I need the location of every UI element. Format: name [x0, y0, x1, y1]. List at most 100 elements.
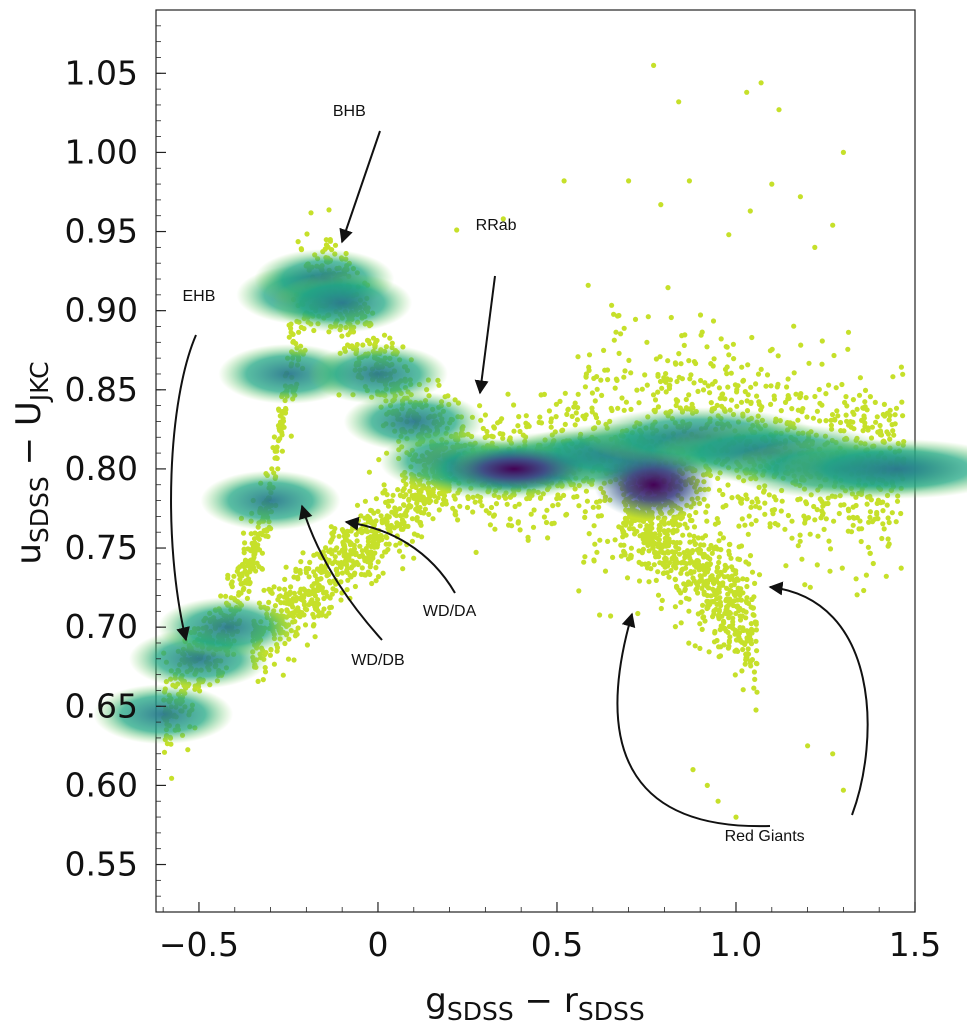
data-point	[726, 541, 733, 548]
data-point	[692, 643, 698, 649]
data-point	[574, 417, 581, 423]
data-point	[286, 601, 292, 607]
data-point	[384, 492, 390, 498]
data-point	[671, 563, 677, 569]
data-point	[700, 602, 706, 608]
data-point	[744, 638, 750, 644]
data-point	[622, 550, 628, 556]
data-point	[812, 517, 818, 523]
data-point	[666, 383, 672, 389]
data-point	[686, 178, 693, 184]
data-point	[730, 622, 736, 628]
data-point	[405, 523, 411, 530]
data-point	[877, 428, 884, 434]
data-point	[291, 610, 297, 616]
data-point	[717, 599, 724, 606]
data-point	[768, 383, 774, 389]
data-point	[704, 592, 711, 599]
data-point	[504, 501, 510, 507]
ehb-arrow	[170, 334, 197, 642]
data-point	[363, 526, 369, 532]
data-point	[840, 787, 847, 793]
data-point	[742, 661, 748, 667]
data-point	[400, 566, 406, 572]
data-point	[594, 549, 600, 555]
data-point	[867, 509, 874, 515]
data-point	[691, 533, 697, 540]
data-point	[586, 531, 592, 537]
y-tick-label: 1.00	[65, 132, 138, 171]
data-point	[564, 411, 570, 417]
data-point	[646, 527, 652, 533]
data-point	[231, 573, 237, 579]
density-blob	[200, 470, 341, 531]
data-point	[854, 406, 860, 412]
data-point	[735, 585, 741, 591]
density-overlay	[93, 249, 967, 745]
data-point	[375, 559, 381, 565]
data-point	[510, 402, 517, 408]
data-point	[296, 329, 302, 335]
data-point	[747, 553, 754, 559]
data-point	[644, 339, 650, 345]
data-point	[845, 506, 852, 512]
data-point	[332, 554, 338, 560]
data-point	[718, 336, 724, 342]
data-point	[618, 542, 624, 548]
data-point	[655, 389, 661, 395]
data-point	[366, 338, 372, 344]
data-point	[275, 466, 281, 472]
data-point	[656, 526, 662, 532]
data-point	[695, 535, 701, 541]
data-point	[702, 380, 708, 386]
data-point	[715, 798, 721, 804]
data-point	[679, 376, 686, 382]
data-point	[744, 595, 750, 601]
data-point	[548, 419, 554, 425]
data-point	[898, 510, 904, 517]
data-point	[698, 332, 704, 338]
data-point	[386, 541, 392, 547]
data-point	[841, 502, 847, 508]
data-point	[724, 604, 730, 610]
data-point	[488, 504, 495, 511]
data-point	[725, 482, 731, 488]
data-point	[301, 586, 307, 592]
data-point	[733, 568, 739, 574]
data-point	[541, 514, 548, 520]
data-point	[507, 516, 513, 522]
data-point	[282, 586, 288, 592]
data-point	[717, 531, 723, 537]
data-point	[810, 415, 817, 421]
data-point	[544, 507, 550, 513]
data-point	[762, 500, 768, 506]
data-point	[668, 567, 674, 574]
data-point	[867, 514, 873, 521]
data-point	[338, 597, 344, 603]
data-point	[278, 600, 284, 606]
data-point	[589, 405, 595, 411]
x-title-r: r	[564, 981, 578, 1021]
data-point	[727, 634, 733, 640]
data-point	[344, 587, 350, 593]
data-point	[592, 398, 598, 404]
data-point	[836, 510, 842, 517]
data-point	[678, 620, 684, 626]
data-point	[280, 672, 286, 678]
data-point	[538, 392, 544, 398]
data-point	[850, 409, 856, 415]
y-title-minus: −	[9, 426, 49, 476]
data-point	[868, 497, 875, 503]
data-point	[874, 511, 880, 517]
data-point	[386, 514, 392, 520]
data-point	[791, 323, 797, 329]
data-point	[426, 511, 432, 517]
data-point	[483, 508, 489, 514]
data-point	[798, 342, 804, 348]
data-point	[742, 522, 748, 528]
x-title-sub1: SDSS	[447, 997, 514, 1024]
data-point	[665, 549, 671, 555]
data-point	[682, 587, 688, 594]
data-point	[803, 395, 809, 401]
data-point	[751, 685, 757, 691]
